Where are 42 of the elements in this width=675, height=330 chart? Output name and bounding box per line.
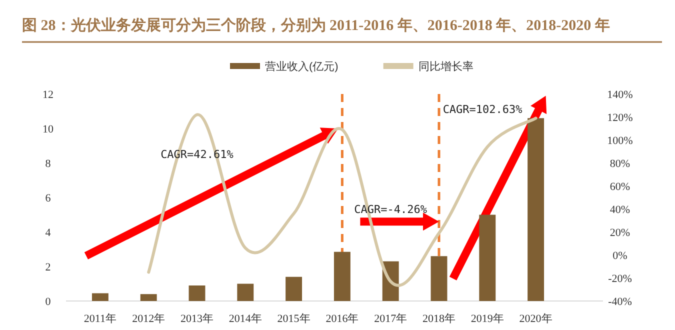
x-tick-label: 2012年	[132, 313, 166, 325]
annotation: CAGR=42.61%	[160, 148, 234, 161]
x-tick-label: 2017年	[374, 313, 408, 325]
x-tick-label: 2020年	[519, 313, 552, 325]
x-tick-label: 2018年	[422, 313, 456, 325]
bar	[286, 276, 302, 301]
annotation: CAGR=-4.26%	[354, 203, 428, 216]
y2-tick-label: 80%	[610, 158, 630, 170]
x-tick-label: 2016年	[326, 313, 359, 325]
bar	[237, 284, 254, 301]
y-tick-label: 8	[45, 158, 52, 170]
x-tick-label: 2013年	[180, 313, 214, 325]
y2-tick-label: 40%	[610, 204, 630, 216]
y-tick-label: 10	[42, 124, 54, 136]
x-tick-label: 2011年	[84, 313, 116, 325]
bar	[334, 252, 350, 301]
y-tick-label: 0	[45, 296, 52, 308]
y2-tick-label: -20%	[608, 273, 632, 285]
chart-title: 图 28：光伏业务发展可分为三个阶段，分别为 2011-2016 年、2016-2018 年、2018-2020 年	[22, 17, 610, 34]
y2-tick-label: 120%	[607, 112, 633, 124]
annotation: CAGR=102.63%	[442, 102, 523, 116]
y2-tick-label: 20%	[610, 227, 630, 239]
y2-tick-label: 0%	[612, 250, 628, 262]
y2-tick-label: 140%	[607, 89, 633, 101]
legend-label: 营业收入(亿元)	[265, 60, 338, 73]
bar	[430, 256, 448, 301]
y2-tick-label: -40%	[608, 296, 632, 308]
x-tick-label: 2019年	[470, 313, 504, 325]
bar	[92, 293, 108, 301]
x-tick-label: 2014年	[228, 313, 262, 325]
bar	[140, 294, 157, 301]
y2-tick-label: 100%	[607, 135, 633, 147]
y2-tick-label: 60%	[610, 181, 630, 193]
y-tick-label: 4	[45, 227, 52, 239]
bar	[479, 214, 496, 301]
y-tick-label: 6	[45, 192, 52, 204]
y-tick-label: 2	[45, 262, 51, 274]
bar	[528, 118, 544, 301]
legend-label: 同比增长率	[418, 60, 474, 73]
bar	[188, 285, 206, 301]
x-tick-label: 2015年	[277, 313, 310, 325]
y-tick-label: 12	[42, 89, 54, 101]
